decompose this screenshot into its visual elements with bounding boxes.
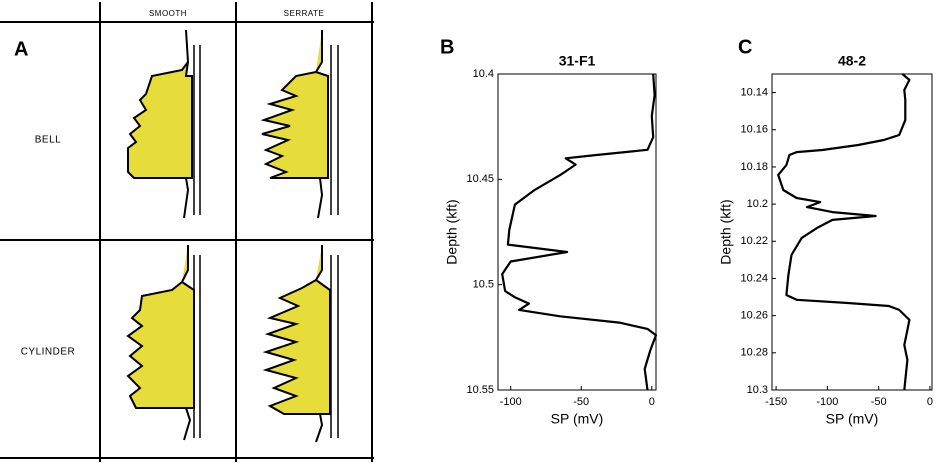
diagram-grid <box>0 2 374 462</box>
panel-label: B <box>440 36 454 58</box>
y-tick-label: 10.26 <box>740 310 768 322</box>
chart: B 31-F1 -100 -50 0 10.4 10.45 10.5 10.55 SP (mV) D… <box>440 36 658 427</box>
y-tick-label: 10.5 <box>473 279 494 291</box>
panel-label: A <box>14 38 28 60</box>
x-tick-label: 0 <box>649 396 655 408</box>
y-tick-label: 10.16 <box>740 124 768 136</box>
y-tick-label: 10.28 <box>740 347 768 359</box>
x-tick-label: -100 <box>500 396 522 408</box>
y-tick-label: 10.18 <box>740 161 768 173</box>
charts: B 31-F1 -100 -50 0 10.4 10.45 10.5 10.55 SP (mV) D… <box>440 36 933 426</box>
y-tick-label: 10.4 <box>473 68 494 80</box>
y-tick-label: 10.3 <box>747 384 768 396</box>
y-tick-label: 10.2 <box>747 198 768 210</box>
y-axis-label: Depth (kft) <box>718 199 734 264</box>
x-tick-label: 0 <box>927 396 933 408</box>
x-axis-label: SP (mV) <box>826 411 879 427</box>
x-tick-label: -50 <box>573 396 589 408</box>
sp-curve <box>501 73 658 391</box>
column-label: SERRATE <box>284 9 325 18</box>
x-axis-label: SP (mV) <box>551 411 604 427</box>
y-tick-label: 10.22 <box>740 235 768 247</box>
row-label: BELL <box>35 135 61 146</box>
plot-frame <box>771 73 933 391</box>
y-tick-label: 10.14 <box>740 86 768 98</box>
column-label: SMOOTH <box>149 9 187 18</box>
chart-title: 31-F1 <box>559 53 596 69</box>
panel-label: C <box>738 36 752 58</box>
y-tick-label: 10.45 <box>466 173 494 185</box>
y-tick-label: 10.55 <box>466 384 494 396</box>
chart: C 48-2 -150 -100 -50 0 10.14 10.16 10.18 10.2 10.2… <box>718 36 933 426</box>
row-label: CYLINDER <box>21 347 76 358</box>
x-tick-label: -150 <box>765 396 787 408</box>
y-tick-label: 10.24 <box>740 272 768 284</box>
y-axis-label: Depth (kft) <box>444 199 460 264</box>
x-tick-label: -50 <box>871 396 887 408</box>
chart-title: 48-2 <box>838 53 866 69</box>
log-shapes <box>126 29 331 443</box>
panel-a: A SMOOTH SERRATE BELL CYLINDER <box>0 2 374 462</box>
sp-curve <box>777 73 911 391</box>
x-tick-label: -100 <box>816 396 838 408</box>
plot-frame <box>497 73 657 391</box>
